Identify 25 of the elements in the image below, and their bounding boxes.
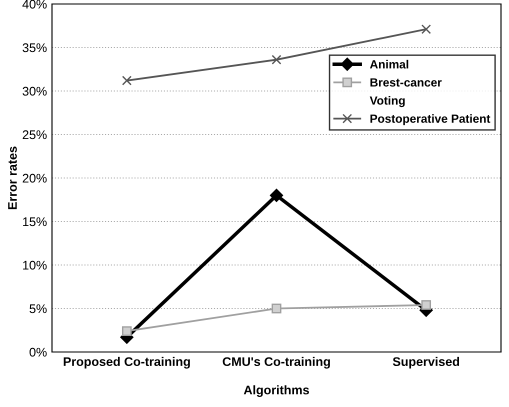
point	[270, 188, 284, 202]
x-tick-label: Proposed Co-training	[64, 356, 190, 369]
legend-label: Animal	[370, 60, 408, 69]
y-tick-label: 30%	[22, 86, 47, 96]
y-axis-title: Error rates	[8, 146, 17, 210]
y-tick-label: 0%	[30, 348, 47, 357]
point	[272, 54, 282, 65]
y-tick-label: 15%	[23, 217, 47, 226]
y-tick-label: 5%	[30, 304, 47, 314]
legend-label: Brest-cancer	[370, 78, 442, 87]
text: Voting	[370, 96, 405, 108]
y-tick-label: 35%	[22, 43, 47, 52]
x-tick-label: CMU's Co-training	[222, 356, 330, 369]
legend-label: Postoperative Patient	[370, 114, 490, 126]
point	[122, 76, 132, 86]
y-tick-label: 10%	[23, 260, 47, 270]
point	[421, 300, 432, 310]
point	[421, 24, 432, 34]
x-axis-title: Algorithms	[244, 385, 309, 397]
x-tick-label: Supervised	[392, 356, 460, 369]
y-tick-label: 25%	[22, 130, 47, 140]
point	[272, 304, 282, 314]
y-tick-label: 40%	[22, 0, 47, 9]
y-tick-label: 20%	[22, 174, 47, 183]
point	[122, 326, 132, 336]
